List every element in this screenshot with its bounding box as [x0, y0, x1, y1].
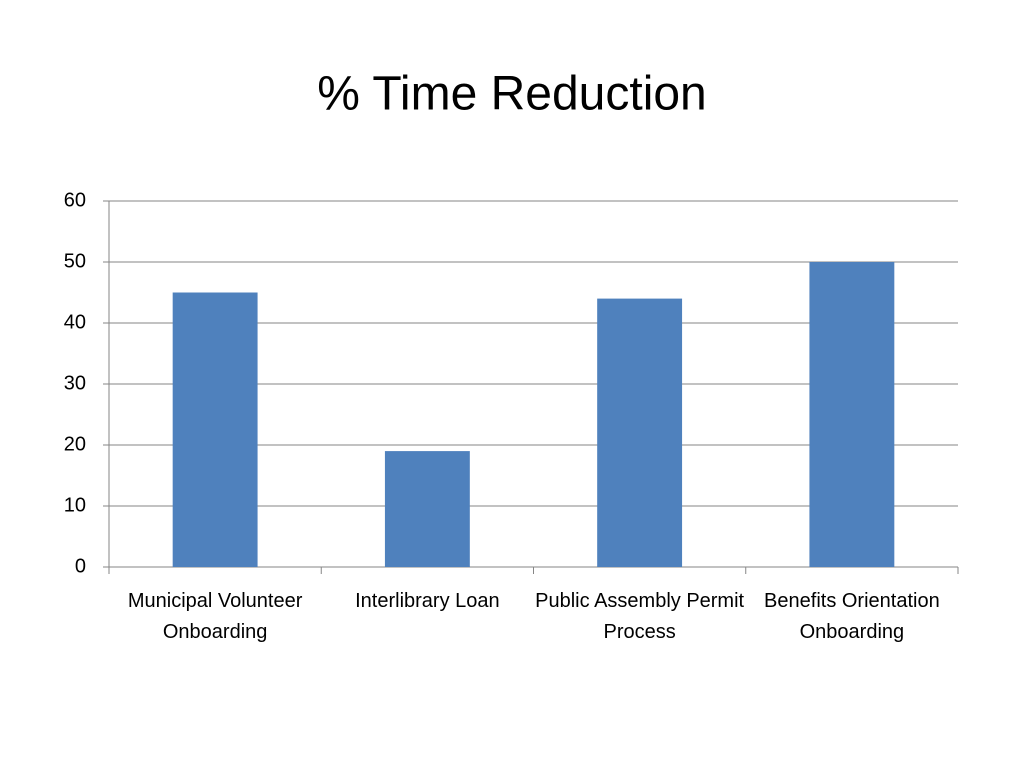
y-tick-label: 0	[75, 555, 86, 577]
chart-title: % Time Reduction	[317, 68, 707, 121]
bar	[597, 298, 683, 567]
x-tick-label: Interlibrary Loan	[355, 590, 500, 612]
y-tick-label: 50	[64, 250, 86, 272]
x-tick-label: Municipal Volunteer Onboarding	[127, 590, 303, 643]
bar	[172, 292, 258, 567]
y-tick-label: 60	[64, 189, 86, 211]
y-tick-label: 10	[64, 494, 86, 516]
y-tick-label: 40	[64, 311, 86, 333]
bar	[384, 451, 470, 567]
x-tick-label: Public Assembly Permit Process	[535, 590, 745, 643]
y-tick-label: 20	[64, 433, 86, 455]
bar	[809, 262, 895, 567]
y-tick-label: 30	[64, 372, 86, 394]
x-tick-label: Benefits Orientation Onboarding	[764, 590, 940, 643]
